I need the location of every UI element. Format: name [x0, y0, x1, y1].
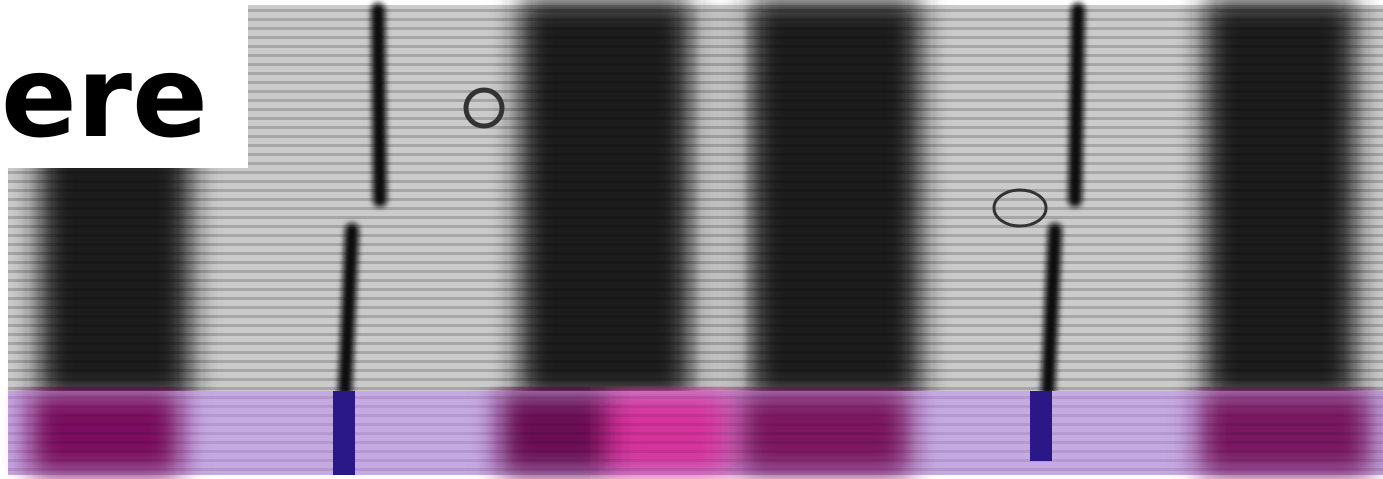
label: here — [0, 33, 208, 163]
label-box: here — [0, 5, 248, 168]
colored-strip — [8, 391, 1383, 475]
